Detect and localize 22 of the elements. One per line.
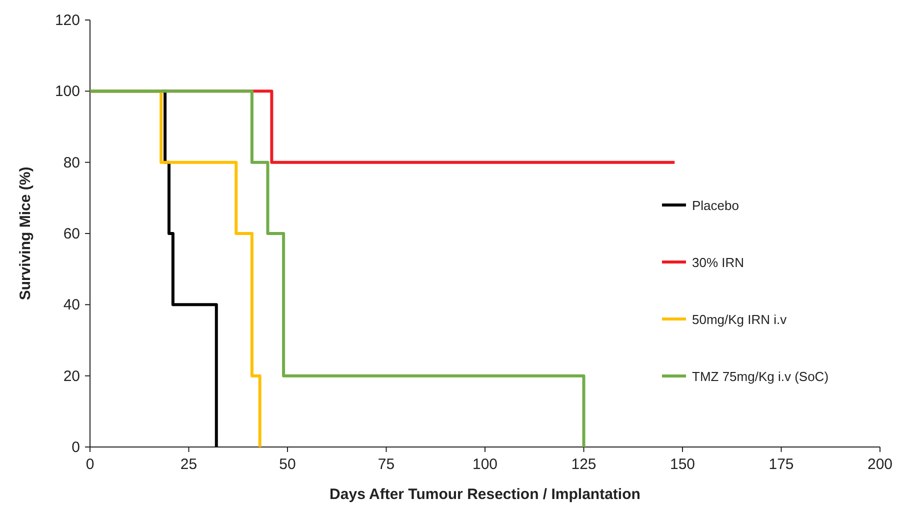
x-tick-label: 0 xyxy=(86,456,94,473)
legend-label: 50mg/Kg IRN i.v xyxy=(692,312,788,327)
x-tick-label: 125 xyxy=(571,456,596,473)
x-tick-label: 150 xyxy=(670,456,696,473)
y-tick-label: 0 xyxy=(72,439,80,456)
y-tick-label: 40 xyxy=(63,296,80,314)
x-tick-label: 75 xyxy=(378,456,395,473)
legend-label: Placebo xyxy=(692,198,739,213)
y-tick-label: 20 xyxy=(63,368,80,385)
x-tick-label: 175 xyxy=(768,456,794,473)
x-tick-label: 50 xyxy=(279,456,296,473)
x-axis-title: Days After Tumour Resection / Implantation xyxy=(330,486,640,503)
y-tick-label: 120 xyxy=(54,12,80,29)
y-tick-label: 60 xyxy=(63,226,80,242)
x-tick-label: 25 xyxy=(180,456,198,473)
y-tick-label: 100 xyxy=(54,83,80,100)
legend-label: TMZ 75mg/Kg i.v (SoC) xyxy=(692,369,829,384)
x-tick-label: 100 xyxy=(472,456,498,473)
x-tick-label: 200 xyxy=(867,456,893,473)
y-tick-label: 80 xyxy=(63,154,80,172)
legend-label: 30% IRN xyxy=(692,255,744,270)
y-axis-title: Surviving Mice (%) xyxy=(17,166,34,300)
